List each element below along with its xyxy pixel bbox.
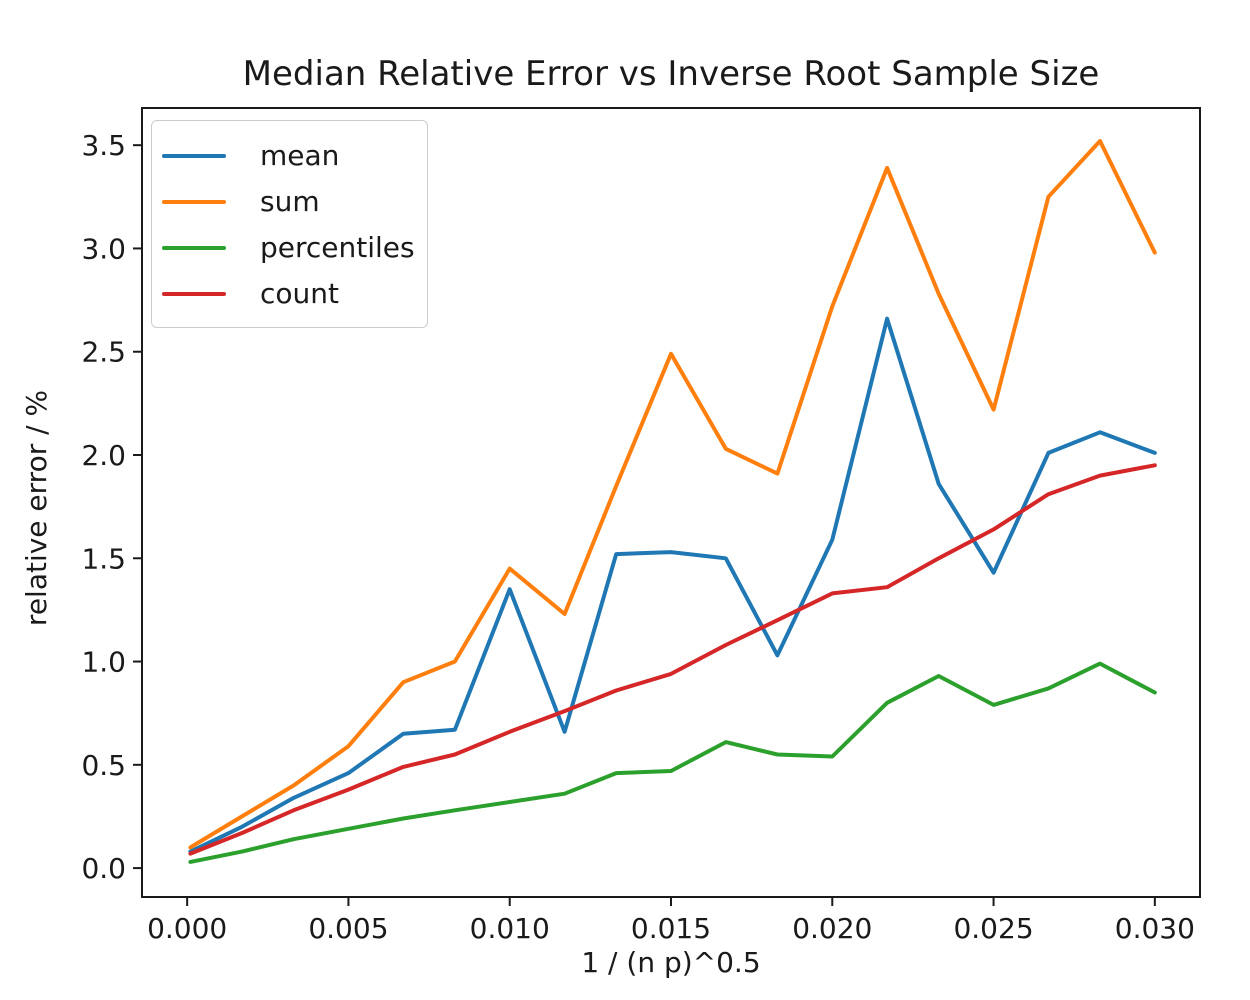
series-line-mean [188,316,1157,854]
y-axis: 0.0 0.5 1.0 1.5 2.0 2.5 3.0 3.5 [81,129,142,885]
legend-swatch-percentiles [162,245,226,251]
y-tick-label: 2.5 [81,336,126,369]
series-line-sum [188,139,1157,850]
y-tick-label: 1.0 [81,646,126,679]
chart-title: Median Relative Error vs Inverse Root Sa… [242,54,1100,94]
x-tick-label: 0.010 [470,912,550,945]
legend-entry-mean: mean [162,133,427,179]
legend-label: count [260,277,339,310]
y-tick-label: 1.5 [81,542,126,575]
legend: mean sum percentiles count [151,120,428,328]
legend-swatch-mean [162,153,226,159]
legend-label: mean [260,139,340,172]
legend-entry-sum: sum [162,179,427,225]
legend-entry-count: count [162,271,427,317]
legend-swatch-sum [162,199,226,205]
x-tick-label: 0.020 [792,912,872,945]
series-line-percentiles [188,661,1157,864]
y-tick-label: 2.0 [81,439,126,472]
y-tick-label: 3.0 [81,232,126,265]
y-tick-label: 3.5 [81,129,126,162]
x-tick-label: 0.030 [1115,912,1195,945]
x-tick-label: 0.025 [953,912,1033,945]
legend-entry-percentiles: percentiles [162,225,427,271]
series-line-count [188,463,1157,856]
x-axis: 0.000 0.005 0.010 0.015 0.020 0.025 0.030 [147,897,1195,945]
legend-label: percentiles [260,231,415,264]
legend-swatch-count [162,291,226,297]
y-tick-label: 0.5 [81,749,126,782]
y-axis-label: relative error / % [20,389,53,627]
x-tick-label: 0.000 [147,912,227,945]
x-tick-label: 0.015 [631,912,711,945]
y-tick-label: 0.0 [81,852,126,885]
x-axis-label: 1 / (n p)^0.5 [581,946,761,979]
x-tick-label: 0.005 [308,912,388,945]
legend-label: sum [260,185,320,218]
